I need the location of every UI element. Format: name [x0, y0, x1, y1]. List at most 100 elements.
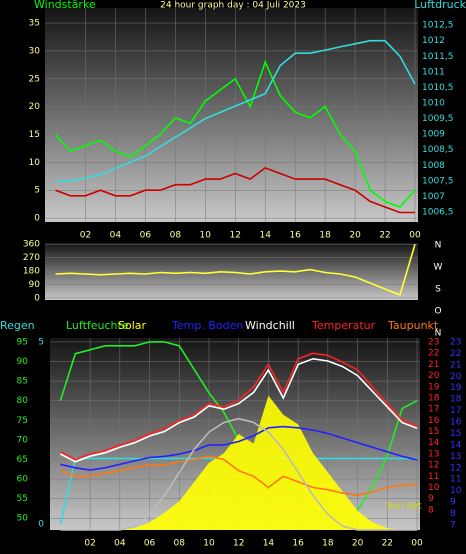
- y-tick-label: 5: [38, 338, 44, 348]
- y-tick-label: 55: [17, 494, 28, 504]
- y-tick-label: 1012,5: [422, 21, 454, 31]
- y-tick-label: 50: [17, 514, 29, 524]
- y-tick-label: 0: [34, 293, 40, 303]
- y-tick-label: 1011: [422, 67, 445, 77]
- y-tick-label: 19: [450, 383, 462, 393]
- y-tick-label: 1007: [422, 192, 445, 202]
- y-tick-label: 12: [450, 463, 461, 473]
- y-tick-label: 1009: [422, 130, 445, 140]
- y-tick-label: 18: [450, 395, 462, 405]
- y-tick-label: 0: [38, 520, 44, 530]
- y-tick-label: 16: [428, 416, 440, 426]
- y-tick-label: 90: [17, 357, 29, 367]
- y-tick-label: 360: [23, 240, 40, 250]
- x-tick-label: 04: [114, 539, 126, 549]
- y-tick-label: 270: [23, 253, 40, 263]
- x-tick-label: 16: [289, 231, 301, 241]
- y-tick-label: 1010,5: [422, 83, 454, 93]
- y-tick-label: 180: [23, 267, 40, 277]
- y-tick-label: 13: [428, 449, 439, 459]
- x-tick-label: 14: [263, 539, 275, 549]
- x-tick-label: 06: [140, 231, 152, 241]
- y-tick-label: 95: [17, 337, 28, 347]
- y-tick-label: 14: [450, 440, 462, 450]
- x-tick-label: 08: [170, 231, 182, 241]
- y-tick-label: 70: [17, 435, 29, 445]
- line: [60, 417, 417, 531]
- x-tick-label: 14: [259, 231, 271, 241]
- x-tick-label: 16: [292, 539, 304, 549]
- y-tick-label: 90: [29, 280, 41, 290]
- x-tick-label: 06: [144, 539, 156, 549]
- x-tick-label: 02: [84, 539, 95, 549]
- line: [55, 243, 416, 296]
- y-tick-label: 21: [428, 360, 439, 370]
- x-tick-label: 20: [352, 539, 364, 549]
- x-tick-label: 10: [203, 539, 215, 549]
- chart-title: 24 hour graph day : 04 Juli 2023: [160, 1, 306, 11]
- legend-label: Windstärke: [34, 0, 96, 11]
- legend-label: Solar: [118, 319, 147, 332]
- y-tick-label: 80: [17, 396, 29, 406]
- y-tick-label: 14: [428, 438, 440, 448]
- line: [60, 425, 418, 471]
- legend-label: Luftdruck: [414, 0, 466, 11]
- x-tick-label: 18: [322, 539, 334, 549]
- y-tick-label: 8: [450, 509, 456, 519]
- y-tick-label: 85: [17, 377, 28, 387]
- y-tick-label: 22: [450, 349, 461, 359]
- y-tick-label: 19: [428, 382, 440, 392]
- y-tick-label: 1007,5: [422, 176, 454, 186]
- direction-label: W: [434, 263, 443, 273]
- y-tick-label: 1012: [422, 36, 445, 46]
- y-tick-label: 5: [34, 186, 40, 196]
- y-tick-label: 23: [450, 338, 461, 348]
- y-tick-label: 22: [428, 349, 439, 359]
- y-tick-label: 8: [428, 505, 434, 515]
- plot-background: [45, 243, 418, 300]
- y-tick-label: 60: [17, 475, 29, 485]
- y-tick-label: 15: [428, 427, 439, 437]
- y-tick-label: 7: [450, 520, 456, 530]
- x-tick-label: 10: [200, 231, 212, 241]
- y-tick-label: 10: [428, 483, 440, 493]
- y-tick-label: 15: [450, 429, 461, 439]
- x-tick-label: 00: [409, 231, 421, 241]
- y-tick-label: 1006,5: [422, 208, 454, 218]
- y-tick-label: 1010: [422, 99, 445, 109]
- y-tick-label: 20: [29, 102, 41, 112]
- legend-label: Luftfeuchte: [66, 319, 129, 332]
- y-tick-label: 10: [29, 158, 41, 168]
- y-tick-label: 16: [450, 418, 462, 428]
- y-tick-label: 0: [34, 214, 40, 224]
- x-tick-label: 22: [382, 539, 393, 549]
- y-tick-label: 12: [428, 461, 439, 471]
- line: [55, 166, 415, 214]
- x-tick-label: 00: [411, 539, 423, 549]
- y-tick-label: 1008: [422, 161, 445, 171]
- y-tick-label: 1008,5: [422, 145, 454, 155]
- line: [60, 455, 418, 497]
- y-tick-label: 1009,5: [422, 114, 454, 124]
- y-tick-label: 9: [450, 498, 456, 508]
- legend-label: Taupunkt: [387, 319, 439, 332]
- y-tick-label: 30: [29, 46, 41, 56]
- y-tick-label: 11: [428, 472, 439, 482]
- x-tick-label: 02: [80, 231, 91, 241]
- legend-label: Windchill: [245, 319, 295, 332]
- y-tick-label: 65: [17, 455, 28, 465]
- legend-label: Regen: [0, 319, 35, 332]
- y-tick-label: 20: [450, 372, 462, 382]
- y-tick-label: 9: [428, 494, 434, 504]
- area: [60, 395, 418, 530]
- y-tick-label: 1011,5: [422, 52, 454, 62]
- direction-label: N: [435, 329, 442, 339]
- x-tick-label: 12: [233, 539, 244, 549]
- legend-label: Temperatur: [311, 319, 376, 332]
- annotation: Sun Set: [387, 502, 422, 512]
- y-tick-label: 11: [450, 475, 461, 485]
- y-tick-label: 17: [450, 406, 461, 416]
- direction-label: O: [434, 307, 441, 317]
- legend-label: Temp. Boden: [171, 319, 243, 332]
